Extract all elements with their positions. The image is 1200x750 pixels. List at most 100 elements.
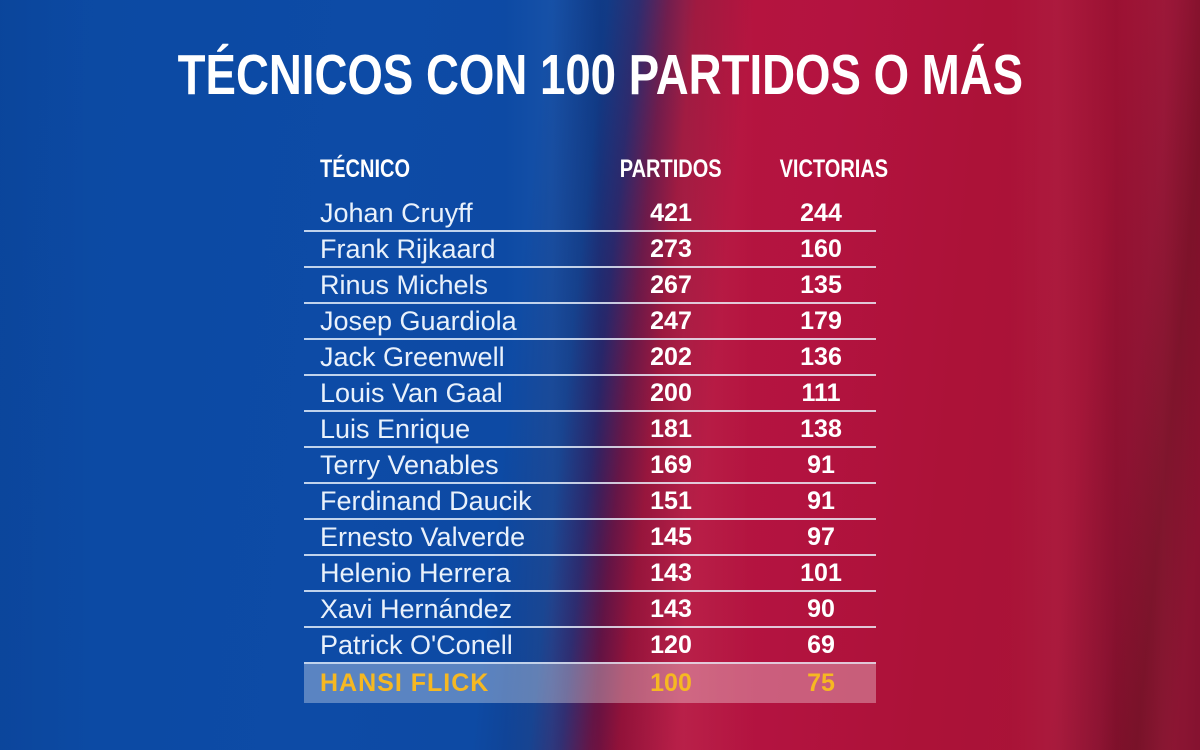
victorias-value: 91: [807, 486, 835, 515]
cell-partidos: 273: [576, 235, 766, 264]
cell-victorias: 138: [766, 415, 876, 444]
cell-tecnico: Helenio Herrera: [304, 558, 576, 589]
cell-partidos: 267: [576, 271, 766, 300]
victorias-value: 91: [807, 450, 835, 479]
cell-tecnico: Louis Van Gaal: [304, 378, 576, 409]
partidos-value: 145: [650, 522, 692, 551]
cell-victorias: 179: [766, 307, 876, 336]
cell-victorias: 91: [766, 451, 876, 480]
table-row: Jack Greenwell 202 136: [304, 340, 876, 376]
cell-partidos: 200: [576, 379, 766, 408]
table-row: Ernesto Valverde 145 97: [304, 520, 876, 556]
victorias-value: 69: [807, 630, 835, 659]
victorias-value: 111: [801, 378, 841, 407]
coach-name: Josep Guardiola: [320, 305, 517, 336]
cell-tecnico: Patrick O'Conell: [304, 630, 576, 661]
partidos-value: 181: [650, 414, 692, 443]
coach-name: Luis Enrique: [320, 413, 471, 444]
cell-victorias: 75: [766, 669, 876, 698]
page-title-text: TÉCNICOS CON 100 PARTIDOS O MÁS: [177, 43, 1023, 107]
table-row: Luis Enrique 181 138: [304, 412, 876, 448]
victorias-value: 179: [800, 306, 842, 335]
coach-name: Ernesto Valverde: [320, 521, 526, 552]
cell-victorias: 244: [766, 199, 876, 228]
column-header-partidos-label: PARTIDOS: [620, 154, 722, 183]
coach-name: Johan Cruyff: [320, 197, 473, 228]
partidos-value: 202: [650, 342, 692, 371]
table-header: TÉCNICO PARTIDOS VICTORIAS: [304, 142, 889, 196]
partidos-value: 143: [650, 558, 692, 587]
coach-name: Rinus Michels: [320, 269, 489, 300]
column-header-tecnico-label: TÉCNICO: [320, 154, 410, 183]
cell-partidos: 151: [576, 487, 766, 516]
cell-partidos: 100: [576, 669, 766, 698]
coaches-table: TÉCNICO PARTIDOS VICTORIAS Johan Cruyff …: [304, 142, 889, 703]
column-header-tecnico: TÉCNICO: [304, 155, 576, 184]
cell-victorias: 136: [766, 343, 876, 372]
cell-partidos: 145: [576, 523, 766, 552]
cell-partidos: 247: [576, 307, 766, 336]
table-row: Johan Cruyff 421 244: [304, 196, 876, 232]
cell-victorias: 91: [766, 487, 876, 516]
cell-victorias: 101: [766, 559, 876, 588]
table-row: Josep Guardiola 247 179: [304, 304, 876, 340]
cell-victorias: 135: [766, 271, 876, 300]
cell-tecnico: Johan Cruyff: [304, 198, 576, 229]
table-row: Frank Rijkaard 273 160: [304, 232, 876, 268]
column-header-victorias-label: VICTORIAS: [779, 154, 889, 183]
partidos-value: 169: [650, 450, 692, 479]
table-row: Louis Van Gaal 200 111: [304, 376, 876, 412]
victorias-value: 160: [800, 234, 842, 263]
coach-name: Helenio Herrera: [320, 557, 511, 588]
table-row: Xavi Hernández 143 90: [304, 592, 876, 628]
partidos-value: 120: [650, 630, 692, 659]
cell-partidos: 181: [576, 415, 766, 444]
cell-partidos: 169: [576, 451, 766, 480]
victorias-value: 101: [800, 558, 842, 587]
cell-tecnico: Terry Venables: [304, 450, 576, 481]
cell-tecnico: Josep Guardiola: [304, 306, 576, 337]
page-title: TÉCNICOS CON 100 PARTIDOS O MÁS: [0, 44, 1200, 107]
cell-tecnico: Rinus Michels: [304, 270, 576, 301]
victorias-value: 135: [800, 270, 842, 299]
partidos-value: 273: [650, 234, 692, 263]
cell-tecnico: Luis Enrique: [304, 414, 576, 445]
table-row: Rinus Michels 267 135: [304, 268, 876, 304]
cell-partidos: 143: [576, 559, 766, 588]
cell-tecnico: Frank Rijkaard: [304, 234, 576, 265]
table-row: Helenio Herrera 143 101: [304, 556, 876, 592]
partidos-value: 267: [650, 270, 692, 299]
table-row: Patrick O'Conell 120 69: [304, 628, 876, 664]
coach-name: HANSI FLICK: [320, 669, 490, 697]
coach-name: Xavi Hernández: [320, 593, 513, 624]
cell-victorias: 160: [766, 235, 876, 264]
coach-name: Frank Rijkaard: [320, 233, 496, 264]
cell-tecnico: Ferdinand Daucik: [304, 486, 576, 517]
partidos-value: 143: [650, 594, 692, 623]
coach-name: Terry Venables: [320, 449, 499, 480]
victorias-value: 138: [800, 414, 842, 443]
cell-partidos: 202: [576, 343, 766, 372]
column-header-victorias: VICTORIAS: [766, 155, 889, 184]
partidos-value: 200: [650, 378, 692, 407]
cell-partidos: 120: [576, 631, 766, 660]
partidos-value: 100: [650, 669, 692, 697]
partidos-value: 247: [650, 306, 692, 335]
cell-tecnico: Ernesto Valverde: [304, 522, 576, 553]
victorias-value: 90: [807, 594, 835, 623]
coach-name: Louis Van Gaal: [320, 377, 503, 408]
table-body: Johan Cruyff 421 244 Frank Rijkaard 273 …: [304, 196, 876, 703]
table-row: Ferdinand Daucik 151 91: [304, 484, 876, 520]
cell-tecnico: Xavi Hernández: [304, 594, 576, 625]
victorias-value: 244: [800, 198, 842, 227]
victorias-value: 75: [807, 669, 835, 697]
cell-victorias: 69: [766, 631, 876, 660]
table-row-highlighted: HANSI FLICK 100 75: [304, 664, 876, 703]
cell-tecnico: HANSI FLICK: [304, 669, 576, 698]
victorias-value: 97: [807, 522, 835, 551]
coach-name: Ferdinand Daucik: [320, 485, 532, 516]
cell-partidos: 421: [576, 199, 766, 228]
coach-name: Jack Greenwell: [320, 341, 505, 372]
victorias-value: 136: [800, 342, 842, 371]
